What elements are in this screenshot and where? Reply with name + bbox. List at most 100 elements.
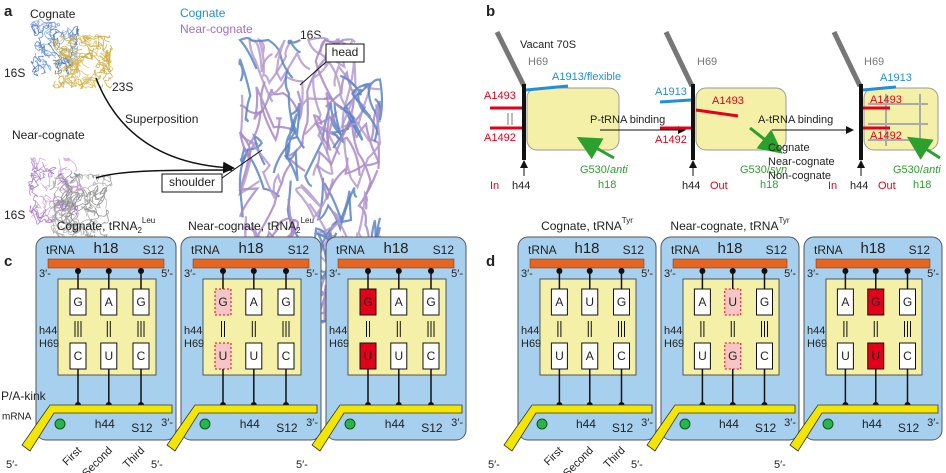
molecule [30,18,114,90]
base-box [867,288,885,316]
joint [220,268,226,274]
base: A [250,295,258,309]
ribbon [36,60,50,70]
label: G530/syn [740,164,787,176]
ribosomal-dot [54,418,66,430]
trna-bar [47,258,165,269]
ribbon [53,63,62,75]
label: S12 [143,243,165,257]
ribbon [53,80,65,89]
ribbon [53,193,67,209]
label: Near-cognate [12,128,85,142]
base: G [73,295,82,309]
box-title: Cognate, tRNA2Leu [57,216,156,235]
base: G [728,349,737,363]
ribbon [69,172,81,179]
label: h44 [184,325,202,337]
mrna [646,404,796,452]
label: A1913 [655,86,687,98]
base-box [422,288,440,316]
ribbon [70,61,79,79]
label: 5′- [161,268,173,280]
label: A1493 [484,90,516,102]
ribbon [44,24,53,40]
ribbon [330,102,356,149]
base-box [581,288,599,316]
label: A1492 [870,130,902,142]
label: h18 [383,240,408,257]
base: C [137,349,146,363]
label: Out [710,180,728,192]
trna-bar [672,258,788,269]
ribbon [88,48,101,68]
ribbon [32,210,41,225]
ribbon [31,160,38,171]
label: h44 [862,417,882,431]
label: 3′- [39,268,51,280]
ribosomal-dot [679,418,691,430]
ribbon [31,24,39,35]
ribbon [59,33,72,44]
label: G530/anti [580,164,628,176]
ribbon [30,156,39,166]
ribbon [49,28,65,40]
label: h44 [807,325,825,337]
ribbon [52,59,61,69]
base: A [555,295,563,309]
ribbon [54,203,73,224]
label: A1492 [484,132,516,144]
ribbon [68,35,83,51]
title-sup: Tyr [778,216,789,225]
base: C [903,349,912,363]
base: G [871,295,880,309]
label: H69 [697,56,717,68]
label: tRNA [191,243,220,257]
title-text: Cognate, tRNA [57,219,138,233]
label: A-tRNA binding [758,114,833,126]
label: Cognate [30,7,76,21]
ribbon [84,208,100,229]
label: S12 [421,421,443,435]
panel-b: b Vacant 70S H69 A1913/flexible A1493 A1… [484,3,941,192]
joint [250,268,257,274]
base: A [105,295,113,309]
ribbon [44,198,54,217]
label: 5′- [451,268,463,280]
ribbon [29,205,38,214]
ribbon [50,195,57,213]
ribbon [64,58,78,79]
ribbon [103,175,113,189]
label: H69 [807,338,827,350]
ribbon [78,177,91,193]
base: U [728,295,737,309]
ribbon [59,44,75,56]
ribbon [316,121,350,200]
base-box [359,288,377,316]
label: A1493 [712,95,744,107]
ribbon [57,54,75,75]
ribbon [58,180,69,197]
joint [904,268,911,274]
ribbon [103,44,113,62]
base: G [218,295,227,309]
ribbon [253,81,295,132]
title-text: Near-cognate, tRNA [188,219,296,233]
ribbon [34,52,52,72]
label: h44 [664,325,682,337]
label: h18 [238,240,263,257]
base [749,126,783,154]
ribbon [61,192,87,204]
ribbon [34,44,49,55]
ribbon [312,92,344,151]
bond [507,113,513,125]
h69-rod [663,30,695,88]
label: S12 [898,421,920,435]
ribbon [67,185,79,209]
base-box [899,288,916,316]
ribbon [69,41,78,58]
ribbon [105,49,111,65]
label: 5′- [641,268,653,280]
label: h18 [913,179,931,191]
molecule [28,156,113,247]
site [526,87,620,151]
